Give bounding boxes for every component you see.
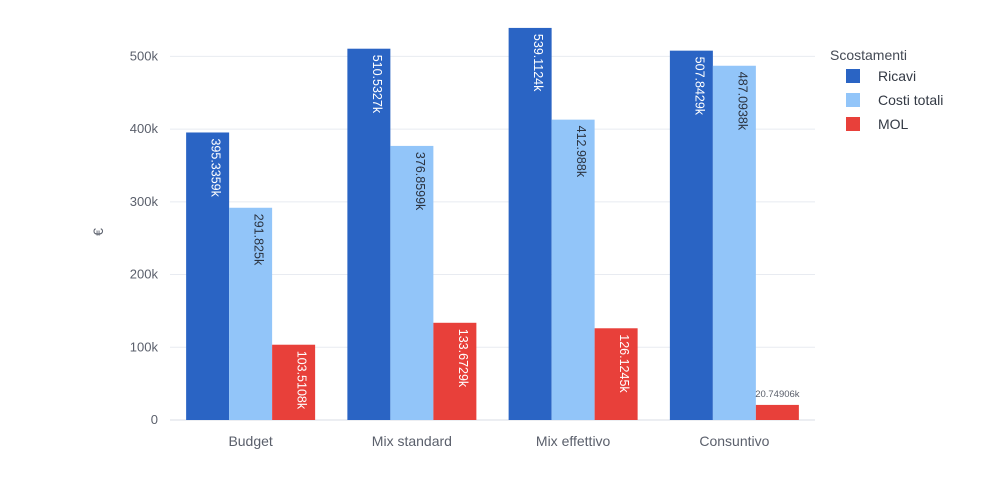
bar-data-label: 103.5108k [295, 351, 309, 410]
legend-label: Ricavi [878, 68, 916, 84]
legend-label: MOL [878, 116, 909, 132]
legend: Scostamenti Ricavi Costi totali MOL [830, 47, 943, 132]
bar-ricavi [508, 27, 552, 421]
legend-title: Scostamenti [830, 47, 907, 63]
legend-item-mol[interactable]: MOL [846, 116, 909, 132]
bar-mol [594, 328, 638, 420]
y-tick-label: 500k [130, 48, 159, 63]
bar-data-label: 133.6729k [456, 329, 470, 388]
bar-data-label: 507.8429k [692, 57, 706, 116]
bar-costi-totali [390, 145, 434, 420]
bar-data-label: 126.1245k [617, 334, 631, 393]
y-tick-label: 300k [130, 194, 159, 209]
bar-data-label: 20.74906k [755, 389, 800, 400]
bar-data-label: 539.1124k [531, 34, 545, 92]
y-axis-label: € [90, 228, 106, 236]
bar-costi-totali [551, 119, 595, 421]
bar-ricavi [186, 132, 230, 421]
legend-swatch [846, 69, 860, 83]
bar-mol [755, 404, 799, 420]
x-tick-label: Mix standard [372, 433, 452, 449]
bar-data-label: 510.5327k [370, 55, 384, 114]
y-tick-label: 400k [130, 121, 159, 136]
legend-swatch [846, 93, 860, 107]
x-tick-label: Consuntivo [699, 433, 769, 449]
legend-item-ricavi[interactable]: Ricavi [846, 68, 916, 84]
bar-mol [272, 344, 316, 420]
legend-item-costi-totali[interactable]: Costi totali [846, 92, 943, 108]
y-axis: 0 100k 200k 300k 400k 500k [130, 48, 159, 427]
bars: 395.3359k 291.825k 103.5108k 510.5327k 376.8… [186, 27, 800, 421]
bar-ricavi [669, 50, 713, 421]
x-tick-label: Budget [228, 433, 272, 449]
legend-label: Costi totali [878, 92, 943, 108]
x-axis: Budget Mix standard Mix effettivo Consuntiv… [228, 433, 769, 449]
legend-swatch [846, 117, 860, 131]
bar-data-label: 487.0938k [735, 72, 749, 131]
bar-mol [433, 322, 477, 420]
bar-ricavi [347, 48, 391, 420]
y-tick-label: 200k [130, 267, 159, 282]
bar-costi-totali [229, 207, 273, 420]
y-tick-label: 0 [151, 412, 158, 427]
bar-data-label: 291.825k [252, 214, 266, 266]
bar-costi-totali [712, 65, 756, 420]
x-tick-label: Mix effettivo [536, 433, 611, 449]
bar-data-label: 395.3359k [209, 138, 223, 197]
bar-data-label: 376.8599k [413, 152, 427, 211]
y-tick-label: 100k [130, 339, 159, 354]
bar-data-label: 412.988k [574, 126, 588, 178]
